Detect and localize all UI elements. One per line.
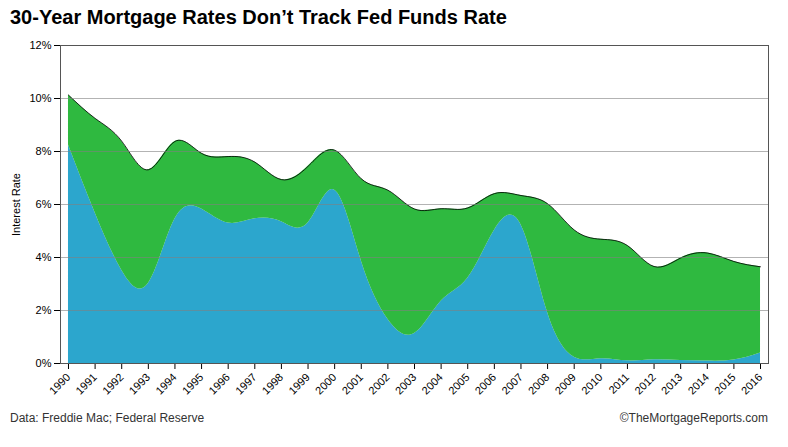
svg-text:2007: 2007 — [499, 371, 525, 397]
svg-text:2010: 2010 — [579, 371, 605, 397]
svg-text:2015: 2015 — [712, 371, 738, 397]
html-text:30-Year Mortgage Rates Don’t T: 30-Year Mortgage Rates Don’t Track Fed F… — [10, 6, 507, 28]
svg-text:2012: 2012 — [632, 371, 658, 397]
svg-text:0%: 0% — [36, 357, 52, 369]
svg-text:2016: 2016 — [739, 371, 765, 397]
svg-text:8%: 8% — [36, 145, 52, 157]
svg-text:2014: 2014 — [685, 371, 711, 397]
svg-text:1993: 1993 — [126, 371, 152, 397]
svg-text:2009: 2009 — [552, 371, 578, 397]
svg-text:2002: 2002 — [366, 371, 392, 397]
html-text:©TheMortgageReports.com: ©TheMortgageReports.com — [619, 411, 768, 425]
svg-text:1991: 1991 — [73, 371, 99, 397]
svg-text:1995: 1995 — [180, 371, 206, 397]
html-text:Data: Freddie Mac; Federal Res: Data: Freddie Mac; Federal Reserve — [10, 411, 205, 425]
svg-text:4%: 4% — [36, 251, 52, 263]
svg-text:2008: 2008 — [526, 371, 552, 397]
svg-text:10%: 10% — [29, 92, 51, 104]
svg-text:6%: 6% — [36, 198, 52, 210]
svg-text:2013: 2013 — [659, 371, 685, 397]
svg-text:2011: 2011 — [606, 371, 631, 396]
svg-text:1998: 1998 — [260, 371, 286, 397]
svg-text:2004: 2004 — [419, 371, 445, 397]
svg-text:12%: 12% — [29, 39, 51, 51]
svg-text:Interest Rate: Interest Rate — [10, 173, 22, 236]
svg-text:1996: 1996 — [206, 371, 232, 397]
svg-text:1992: 1992 — [100, 371, 126, 397]
svg-text:2%: 2% — [36, 304, 52, 316]
svg-text:2003: 2003 — [393, 371, 419, 397]
svg-text:2000: 2000 — [313, 371, 339, 397]
svg-text:1994: 1994 — [153, 371, 179, 397]
svg-text:1990: 1990 — [47, 371, 73, 397]
svg-text:1999: 1999 — [286, 371, 312, 397]
svg-text:2006: 2006 — [472, 371, 498, 397]
svg-text:2001: 2001 — [339, 371, 365, 397]
svg-text:2005: 2005 — [446, 371, 472, 397]
svg-text:1997: 1997 — [233, 371, 259, 397]
